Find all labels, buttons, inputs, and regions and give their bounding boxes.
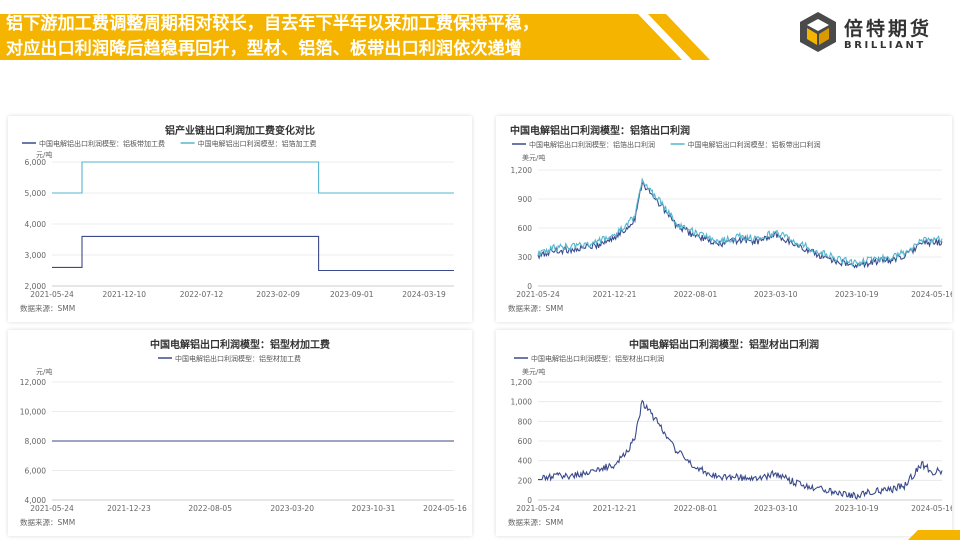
- chart-title: 中国电解铝出口利润模型：铝型材加工费: [150, 338, 330, 351]
- x-tick-label: 2024-05-16: [423, 504, 467, 513]
- legend-label: 中国电解铝出口利润模型：铝板带出口利润: [688, 140, 821, 149]
- x-tick-label: 2023-10-19: [835, 290, 879, 299]
- cube-icon: [800, 12, 836, 52]
- data-source-label: 数据来源：SMM: [508, 303, 563, 313]
- x-tick-label: 2024-05-16: [911, 290, 952, 299]
- chart-panel-profile-processing-fee: 中国电解铝出口利润模型：铝型材加工费 中国电解铝出口利润模型：铝型材加工费 元/吨 4…: [8, 330, 472, 536]
- x-tick-label: 2021-12-10: [102, 290, 146, 299]
- y-tick-label: 0: [527, 282, 532, 291]
- series-line: [537, 181, 943, 269]
- footer-accent: [908, 530, 960, 540]
- y-tick-label: 1,200: [511, 166, 533, 175]
- y-tick-label: 600: [518, 224, 533, 233]
- series-line: [537, 399, 943, 500]
- x-tick-label: 2022-07-12: [180, 290, 224, 299]
- data-source-label: 数据来源：SMM: [508, 517, 563, 527]
- series-line: [537, 177, 943, 268]
- x-tick-label: 2023-03-20: [270, 504, 314, 513]
- y-tick-label: 1,000: [511, 398, 533, 407]
- x-tick-label: 2023-09-01: [330, 290, 374, 299]
- header-banner: [0, 14, 710, 60]
- x-tick-label: 2022-08-01: [674, 504, 718, 513]
- headline-line-1: 铝下游加工费调整周期相对较长，自去年下半年以来加工费保持平稳，: [6, 14, 540, 34]
- legend-label: 中国电解铝出口利润模型：铝板带加工费: [39, 139, 165, 148]
- series-line: [52, 235, 454, 272]
- x-tick-label: 2021-05-24: [516, 290, 560, 299]
- y-tick-label: 800: [518, 417, 533, 426]
- x-tick-label: 2022-08-01: [674, 290, 718, 299]
- y-tick-label: 12,000: [20, 378, 46, 387]
- brand-name: 倍特期货: [844, 18, 933, 40]
- y-tick-label: 400: [518, 457, 533, 466]
- brand-english-name: BRILLIANT: [844, 40, 926, 51]
- axis-unit-label: 元/吨: [36, 367, 52, 376]
- headline-line-2: 对应出口利润降后趋稳再回升，型材、铝箔、板带出口利润依次递增: [6, 39, 522, 59]
- y-tick-label: 600: [518, 437, 533, 446]
- axis-unit-label: 美元/吨: [522, 153, 545, 162]
- y-tick-label: 4,000: [25, 496, 47, 505]
- chart-title: 中国电解铝出口利润模型：铝型材出口利润: [629, 338, 819, 351]
- chart-title: 铝产业链出口利润加工费变化对比: [165, 124, 315, 137]
- y-tick-label: 6,000: [25, 467, 47, 476]
- data-source-label: 数据来源：SMM: [20, 517, 75, 527]
- axis-unit-label: 元/吨: [36, 150, 52, 159]
- y-tick-label: 2,000: [25, 282, 47, 291]
- x-tick-label: 2021-12-23: [107, 504, 151, 513]
- chart-panel-profile-export-profit: 中国电解铝出口利润模型：铝型材出口利润 中国电解铝出口利润模型：铝型材出口利润 美元…: [496, 330, 952, 536]
- legend-label: 中国电解铝出口利润模型：铝箔加工费: [198, 139, 317, 148]
- x-tick-label: 2021-05-24: [30, 504, 74, 513]
- chart-title: 中国电解铝出口利润模型：铝箔出口利润: [510, 124, 690, 137]
- y-tick-label: 3,000: [25, 251, 47, 260]
- y-tick-label: 10,000: [20, 408, 46, 417]
- chart-profile-export-profit: 中国电解铝出口利润模型：铝型材出口利润中国电解铝出口利润模型：铝型材出口利润美元…: [508, 338, 952, 527]
- y-tick-label: 8,000: [25, 437, 47, 446]
- y-tick-label: 900: [518, 195, 533, 204]
- x-tick-label: 2023-03-10: [754, 504, 798, 513]
- x-tick-label: 2024-03-19: [402, 290, 446, 299]
- series-line: [52, 161, 454, 194]
- y-tick-label: 4,000: [25, 220, 47, 229]
- y-tick-label: 5,000: [25, 189, 47, 198]
- data-source-label: 数据来源：SMM: [20, 303, 75, 313]
- y-tick-label: 6,000: [25, 158, 47, 167]
- legend-label: 中国电解铝出口利润模型：铝型材加工费: [175, 354, 301, 363]
- chart-panel-foil-export-profit: 中国电解铝出口利润模型：铝箔出口利润 中国电解铝出口利润模型：铝箔出口利润 中国电解…: [496, 116, 952, 322]
- y-tick-label: 1,200: [511, 378, 533, 387]
- y-tick-label: 200: [518, 476, 533, 485]
- x-tick-label: 2024-05-16: [911, 504, 952, 513]
- x-tick-label: 2023-10-31: [352, 504, 396, 513]
- brand-logo: 倍特期货 BRILLIANT: [798, 10, 948, 56]
- x-tick-label: 2021-12-21: [593, 504, 637, 513]
- header-accent-bar: [0, 14, 682, 60]
- legend-label: 中国电解铝出口利润模型：铝箔出口利润: [529, 140, 655, 149]
- x-tick-label: 2023-03-10: [754, 290, 798, 299]
- chart-panel-processing-fee-comparison: 铝产业链出口利润加工费变化对比 中国电解铝出口利润模型：铝板带加工费 中国电解铝出口…: [8, 116, 472, 322]
- chart-profile-processing-fee: 中国电解铝出口利润模型：铝型材加工费中国电解铝出口利润模型：铝型材加工费元/吨4…: [20, 338, 467, 527]
- x-tick-label: 2021-05-24: [30, 290, 74, 299]
- x-tick-label: 2022-08-05: [188, 504, 232, 513]
- y-tick-label: 300: [518, 253, 533, 262]
- axis-unit-label: 美元/吨: [522, 367, 545, 376]
- x-tick-label: 2023-02-09: [256, 290, 300, 299]
- legend-label: 中国电解铝出口利润模型：铝型材出口利润: [531, 354, 664, 363]
- x-tick-label: 2021-05-24: [516, 504, 560, 513]
- header-accent-stripe: [648, 14, 710, 60]
- x-tick-label: 2021-12-21: [593, 290, 637, 299]
- y-tick-label: 0: [527, 496, 532, 505]
- x-tick-label: 2023-10-19: [835, 504, 879, 513]
